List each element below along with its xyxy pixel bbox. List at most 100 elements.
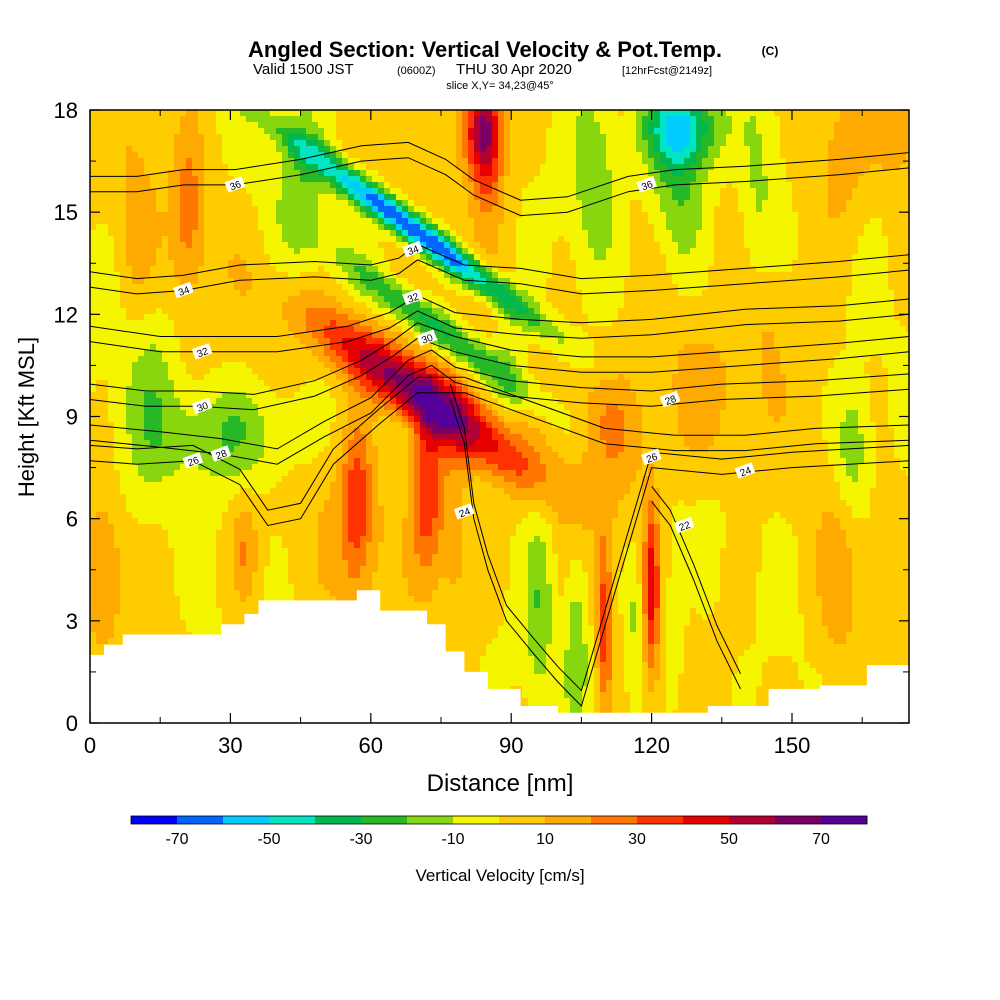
heatmap-cell: [678, 206, 685, 213]
heatmap-cell: [192, 278, 199, 285]
heatmap-cell: [810, 218, 817, 225]
heatmap-cell: [786, 128, 793, 135]
heatmap-cell: [258, 128, 265, 135]
heatmap-cell: [510, 314, 517, 321]
heatmap-cell: [690, 266, 697, 273]
heatmap-cell: [258, 218, 265, 225]
heatmap-cell: [408, 188, 415, 195]
heatmap-cell: [312, 248, 319, 255]
heatmap-cell: [684, 284, 691, 291]
heatmap-cell: [696, 182, 703, 189]
heatmap-cell: [588, 302, 595, 309]
heatmap-cell: [906, 230, 909, 237]
heatmap-cell: [732, 254, 739, 261]
heatmap-cell: [822, 134, 829, 141]
heatmap-cell: [168, 200, 175, 207]
heatmap-cell: [402, 254, 409, 261]
heatmap-cell: [678, 248, 685, 255]
heatmap-cell: [360, 152, 367, 159]
heatmap-cell: [804, 224, 811, 231]
heatmap-cell: [648, 290, 655, 297]
heatmap-cell: [234, 248, 241, 255]
heatmap-cell: [384, 272, 391, 279]
heatmap-cell: [336, 152, 343, 159]
heatmap-cell: [174, 176, 181, 183]
heatmap-cell: [702, 248, 709, 255]
heatmap-cell: [834, 272, 841, 279]
heatmap-cell: [492, 140, 499, 147]
heatmap-cell: [102, 242, 109, 249]
heatmap-cell: [270, 266, 277, 273]
heatmap-cell: [132, 260, 139, 267]
heatmap-cell: [732, 224, 739, 231]
heatmap-cell: [264, 326, 271, 333]
heatmap-cell: [336, 206, 343, 213]
heatmap-cell: [402, 230, 409, 237]
heatmap-cell: [210, 158, 217, 165]
heatmap-cell: [702, 290, 709, 297]
heatmap-cell: [96, 260, 103, 267]
heatmap-cell: [168, 176, 175, 183]
heatmap-cell: [216, 116, 223, 123]
heatmap-cell: [480, 308, 487, 315]
heatmap-cell: [228, 272, 235, 279]
heatmap-cell: [876, 134, 883, 141]
heatmap-cell: [378, 278, 385, 285]
heatmap-cell: [588, 230, 595, 237]
heatmap-cell: [336, 122, 343, 129]
heatmap-cell: [450, 146, 457, 153]
heatmap-cell: [378, 122, 385, 129]
heatmap-cell: [174, 110, 181, 117]
heatmap-cell: [498, 254, 505, 261]
heatmap-cell: [672, 224, 679, 231]
heatmap-cell: [798, 128, 805, 135]
heatmap-cell: [486, 176, 493, 183]
heatmap-cell: [234, 164, 241, 171]
heatmap-cell: [900, 308, 907, 315]
heatmap-cell: [366, 134, 373, 141]
heatmap-cell: [270, 290, 277, 297]
heatmap-cell: [780, 212, 787, 219]
heatmap-cell: [504, 182, 511, 189]
heatmap-cell: [270, 140, 277, 147]
heatmap-cell: [264, 176, 271, 183]
heatmap-cell: [768, 134, 775, 141]
heatmap-cell: [576, 212, 583, 219]
heatmap-cell: [780, 170, 787, 177]
heatmap-cell: [432, 134, 439, 141]
heatmap-cell: [186, 248, 193, 255]
heatmap-cell: [798, 290, 805, 297]
heatmap-cell: [600, 236, 607, 243]
heatmap-cell: [300, 254, 307, 261]
heatmap-cell: [630, 152, 637, 159]
heatmap-cell: [588, 278, 595, 285]
heatmap-cell: [696, 212, 703, 219]
heatmap-cell: [132, 308, 139, 315]
heatmap-cell: [558, 296, 565, 303]
heatmap-cell: [210, 134, 217, 141]
heatmap-cell: [528, 110, 535, 117]
heatmap-cell: [324, 260, 331, 267]
heatmap-cell: [876, 158, 883, 165]
heatmap-cell: [474, 272, 481, 279]
heatmap-cell: [588, 248, 595, 255]
heatmap-cell: [474, 116, 481, 123]
heatmap-cell: [768, 308, 775, 315]
heatmap-cell: [738, 176, 745, 183]
heatmap-cell: [90, 230, 97, 237]
heatmap-cell: [108, 140, 115, 147]
heatmap-cell: [384, 152, 391, 159]
heatmap-cell: [648, 236, 655, 243]
heatmap-cell: [660, 140, 667, 147]
heatmap-cell: [582, 116, 589, 123]
heatmap-cell: [468, 308, 475, 315]
heatmap-cell: [786, 116, 793, 123]
heatmap-cell: [354, 188, 361, 195]
heatmap-cell: [768, 254, 775, 261]
heatmap-cell: [288, 302, 295, 309]
heatmap-cell: [312, 308, 319, 315]
heatmap-cell: [360, 218, 367, 225]
heatmap-cell: [450, 296, 457, 303]
heatmap-cell: [756, 212, 763, 219]
heatmap-cell: [432, 284, 439, 291]
